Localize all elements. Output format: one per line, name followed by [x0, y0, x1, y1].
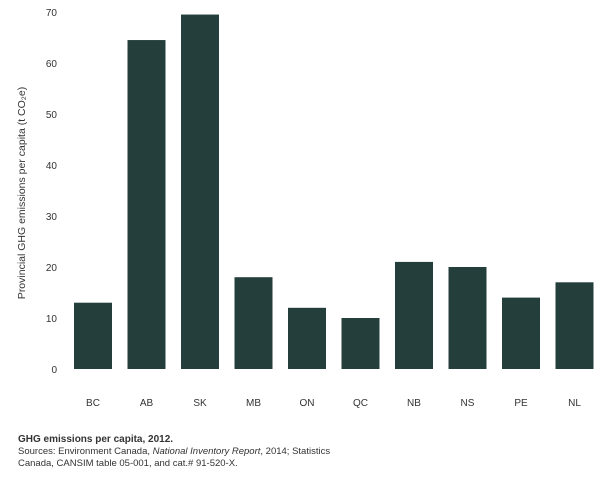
y-axis-label: Provincial GHG emissions per capita (t C… [16, 87, 28, 299]
sources-report-title: National Inventory Report [152, 446, 261, 457]
bar-ns [448, 267, 487, 369]
y-tick-label: 10 [46, 314, 58, 325]
bar-nl [555, 282, 594, 369]
caption-title: GHG emissions per capita, 2012. [18, 434, 174, 445]
y-tick-label: 50 [46, 110, 58, 121]
bar-pe [502, 297, 540, 369]
caption-sources: Sources: Environment Canada, National In… [18, 446, 588, 470]
x-tick-label: AB [140, 398, 154, 409]
bar-bc [74, 302, 112, 369]
bar-qc [341, 318, 380, 369]
sources-mid: , 2014; Statistics [260, 446, 331, 457]
bar-sk [181, 14, 219, 370]
x-tick-label: NS [461, 398, 475, 409]
y-tick-label: 70 [46, 8, 58, 19]
x-tick-label: NB [407, 398, 421, 409]
y-tick-label: 0 [51, 365, 57, 376]
x-tick-label: PE [514, 398, 528, 409]
y-axis-ticks: 0 10 20 30 40 50 60 70 [46, 8, 58, 376]
x-axis-ticks: BC AB SK MB ON QC NB NS PE NL [86, 398, 581, 409]
x-tick-label: MB [246, 398, 261, 409]
y-tick-label: 20 [46, 263, 58, 274]
bar-nb [395, 261, 433, 369]
bar-mb [234, 277, 273, 369]
bar-on [288, 307, 326, 369]
x-tick-label: SK [193, 398, 207, 409]
figure-caption: GHG emissions per capita, 2012. Sources:… [18, 434, 588, 470]
bar-chart: 0 10 20 30 40 50 60 70 BC AB SK MB ON QC NB NS PE NL Pro… [16, 8, 594, 409]
bars [74, 14, 594, 370]
x-tick-label: QC [353, 398, 368, 409]
sources-prefix: Sources: Environment Canada, [18, 446, 153, 457]
x-tick-label: BC [86, 398, 100, 409]
y-tick-label: 40 [46, 161, 58, 172]
sources-line2: Canada, CANSIM table 05-001, and cat.# 9… [18, 458, 238, 469]
bar-ab [127, 40, 166, 370]
y-tick-label: 60 [46, 59, 58, 70]
x-tick-label: ON [300, 398, 315, 409]
y-tick-label: 30 [46, 212, 58, 223]
x-tick-label: NL [568, 398, 581, 409]
